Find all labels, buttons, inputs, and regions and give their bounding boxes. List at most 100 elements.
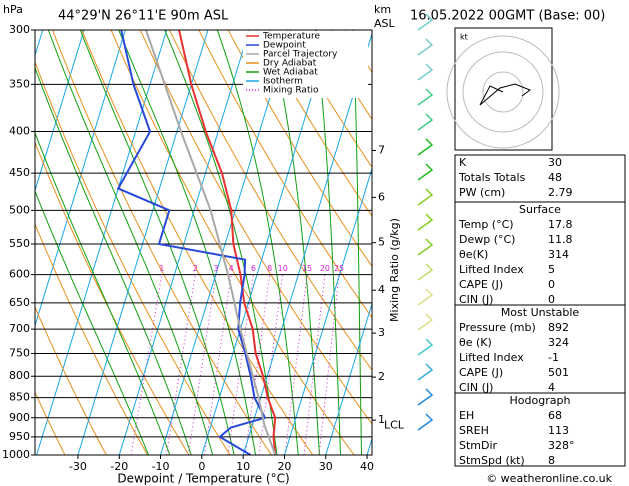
hpa-label: hPa	[3, 3, 23, 16]
x-tick-label: -10	[152, 460, 170, 473]
hodo-ring	[462, 51, 544, 133]
x-tick-label: -20	[110, 460, 128, 473]
table-box	[454, 392, 626, 467]
y-tick-label: 700	[9, 322, 30, 335]
table-label: EH	[459, 409, 474, 422]
legend-entry: Mixing Ratio	[263, 86, 319, 96]
dry-adiabat	[35, 306, 107, 455]
date: 16.05.2022 00GMT (Base: 00)	[410, 9, 605, 24]
wet-adiabat	[35, 131, 171, 455]
table-label: Temp (°C)	[458, 218, 514, 231]
mixing-ratio-label: 2	[193, 264, 198, 273]
wind-barb	[417, 288, 434, 306]
table-label: PW (cm)	[459, 186, 505, 199]
wet-adiabat	[47, 30, 214, 455]
table-value: -1	[548, 351, 559, 364]
mixing-ratio-label: 1	[159, 264, 164, 273]
isotherm	[77, 30, 209, 455]
wet-adiabat	[118, 30, 257, 455]
wind-barb	[417, 13, 434, 31]
km-tick-label: 4	[378, 283, 385, 296]
x-tick-label: 20	[277, 460, 291, 473]
isotherm	[0, 6, 9, 473]
wet-adiabat	[35, 66, 192, 455]
dry-adiabat	[139, 30, 372, 425]
legend-entry: Dry Adiabat	[263, 59, 317, 69]
dry-adiabat	[110, 30, 355, 455]
wet-adiabat	[352, 30, 362, 455]
wet-adiabat	[164, 30, 278, 455]
location: 44°29'N 26°11'E 90m ASL	[58, 9, 229, 24]
isotherm	[35, 30, 126, 328]
legend-entry: Dewpoint	[263, 41, 306, 51]
table-label: CAPE (J)	[459, 366, 503, 379]
table-value: 892	[548, 321, 569, 334]
mixing-ratio-line	[203, 274, 232, 455]
x-tick-label: -30	[69, 460, 87, 473]
km-tick-label: 5	[378, 236, 385, 249]
wind-barb	[417, 388, 434, 406]
x-tick-label: 30	[319, 460, 333, 473]
x-tick-label: 40	[360, 460, 374, 473]
isotherm	[118, 30, 250, 455]
table-value: 113	[548, 424, 569, 437]
wet-adiabat	[269, 30, 320, 455]
mixing-ratio-label: 3	[213, 264, 218, 273]
table-label: StmDir	[459, 439, 498, 452]
table-label: CAPE (J)	[459, 278, 503, 291]
wind-barb	[417, 88, 434, 106]
table-value: 5	[548, 263, 555, 276]
y-tick-label: 750	[9, 346, 30, 359]
mixing-ratio-label: 4	[229, 264, 234, 273]
hodo-unit: kt	[460, 33, 468, 42]
wet-adiabat	[79, 30, 235, 455]
hodo-ring	[482, 71, 524, 113]
legend-entry: Isotherm	[263, 77, 303, 87]
y2-axis-label: Mixing Ratio (g/kg)	[388, 218, 401, 322]
wind-barb	[417, 138, 434, 156]
x-tick-label: 0	[198, 460, 205, 473]
table-label: Lifted Index	[459, 263, 524, 276]
legend-entry: Temperature	[262, 32, 320, 42]
km-tick-label: 1	[378, 413, 385, 426]
table-value: 501	[548, 366, 569, 379]
km-tick-label: 3	[378, 326, 385, 339]
legend-entry: Wet Adiabat	[263, 68, 318, 78]
hodograph-box	[454, 27, 553, 151]
table-value: 2.79	[548, 186, 573, 199]
table-value: 68	[548, 409, 562, 422]
dry-adiabat	[35, 391, 66, 455]
legend-entry: Parcel Trajectory	[263, 50, 338, 60]
profile-line	[145, 30, 277, 455]
y-tick-label: 300	[9, 23, 30, 36]
y-tick-label: 950	[9, 430, 30, 443]
table-label: StmSpd (kt)	[459, 454, 525, 467]
wind-barb	[417, 213, 434, 231]
isotherm	[35, 30, 85, 193]
wind-barb	[417, 113, 434, 131]
mixing-ratio-label: 20	[320, 264, 330, 273]
y-tick-label: 450	[9, 166, 30, 179]
y-tick-label: 550	[9, 237, 30, 250]
wet-adiabat	[216, 30, 299, 455]
table-label: θe(K)	[459, 248, 488, 261]
y-tick-label: 600	[9, 268, 30, 281]
table-label: Totals Totals	[458, 171, 526, 184]
y-tick-label: 850	[9, 391, 30, 404]
table-label: SREH	[459, 424, 489, 437]
mixing-ratio-label: 25	[334, 264, 344, 273]
table-value: 4	[548, 381, 555, 394]
y-tick-label: 1000	[2, 448, 30, 461]
profile-line	[116, 30, 267, 455]
dry-adiabat	[35, 60, 231, 455]
km-tick-label: 7	[378, 143, 385, 156]
mixing-ratio-line	[318, 274, 340, 455]
table-label: Dewp (°C)	[459, 233, 515, 246]
dry-adiabat	[286, 30, 372, 169]
wind-barb	[417, 63, 434, 81]
table-value: 17.8	[548, 218, 573, 231]
table-value: 314	[548, 248, 569, 261]
table-value: 11.8	[548, 233, 573, 246]
table-value: 30	[548, 156, 562, 169]
background-lines	[0, 6, 372, 473]
